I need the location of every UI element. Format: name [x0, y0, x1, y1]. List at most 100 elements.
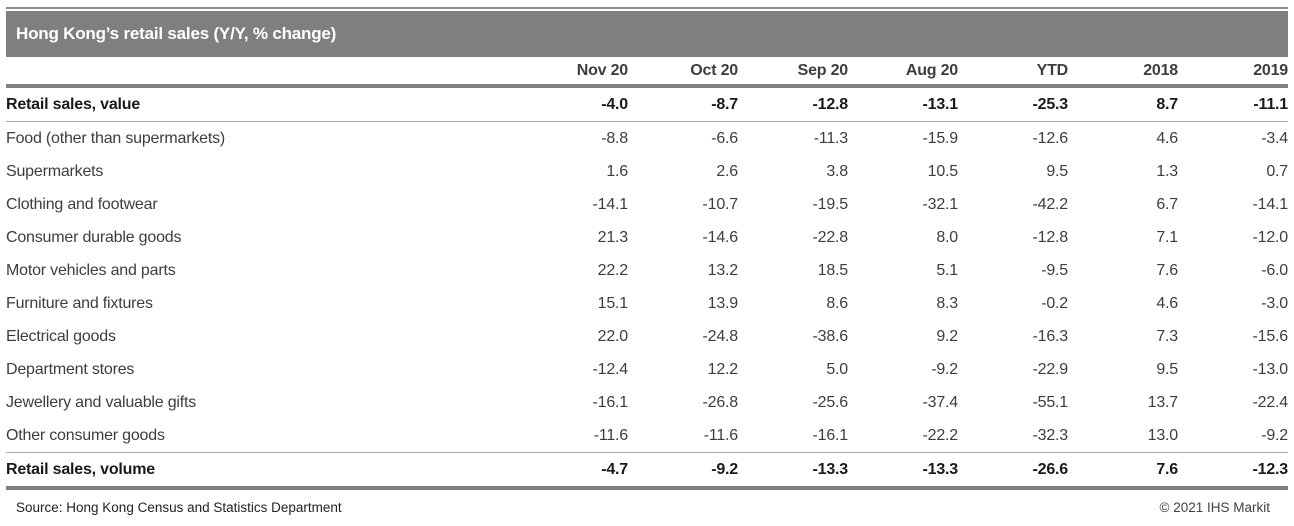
table-row: Other consumer goods -11.6 -11.6 -16.1 -22.2…: [6, 419, 1288, 453]
cell-value: 10.5: [927, 162, 958, 180]
table-title: Hong Kong’s retail sales (Y/Y, % change): [16, 24, 337, 43]
cell-value: -12.6: [1032, 129, 1068, 147]
cell-value: -8.7: [711, 95, 738, 113]
cell-value: 12.2: [707, 360, 738, 378]
cell-value: -11.3: [813, 129, 848, 147]
column-header-spacer: [6, 57, 518, 86]
cell-value: 5.1: [936, 261, 958, 279]
cell-value: -9.2: [711, 460, 738, 478]
cell-value: -3.4: [1261, 129, 1288, 147]
cell-value: -26.8: [702, 393, 738, 411]
cell-value: -15.9: [922, 129, 958, 147]
footer: Source: Hong Kong Census and Statistics …: [6, 500, 1288, 515]
cell-value: 4.6: [1156, 129, 1178, 147]
cell-value: 7.1: [1156, 228, 1178, 246]
cell-value: -13.1: [922, 95, 958, 113]
cell-value: -12.8: [812, 95, 848, 113]
row-label: Department stores: [6, 360, 135, 378]
cell-value: -9.5: [1041, 261, 1068, 279]
cell-value: -12.8: [1032, 228, 1068, 246]
cell-value: -26.6: [1032, 460, 1068, 478]
retail-sales-table: Nov 20 Oct 20 Sep 20 Aug 20 YTD 2018 2019 Reta…: [6, 57, 1288, 490]
cell-value: -12.3: [1252, 460, 1288, 478]
table-row: Food (other than supermarkets) -8.8 -6.6 -1…: [6, 122, 1288, 156]
cell-value: 21.3: [597, 228, 628, 246]
cell-value: -3.0: [1261, 294, 1288, 312]
column-header: 2018: [1143, 61, 1178, 79]
cell-value: 3.8: [826, 162, 848, 180]
cell-value: 15.1: [597, 294, 628, 312]
cell-value: -6.6: [711, 129, 738, 147]
cell-value: 13.2: [707, 261, 738, 279]
row-label: Other consumer goods: [6, 426, 165, 444]
table-row: Consumer durable goods 21.3 -14.6 -22.8 8.0 -…: [6, 221, 1288, 254]
cell-value: 22.2: [597, 261, 628, 279]
table-body: Retail sales, value -4.0 -8.7 -12.8 -13.1 -25…: [6, 86, 1288, 488]
cell-value: 9.5: [1046, 162, 1068, 180]
cell-value: -55.1: [1032, 393, 1068, 411]
cell-value: -0.2: [1041, 294, 1068, 312]
row-label: Motor vehicles and parts: [6, 261, 176, 279]
title-bar: Hong Kong’s retail sales (Y/Y, % change): [6, 11, 1288, 57]
cell-value: -16.1: [812, 426, 848, 444]
table-row: Clothing and footwear -14.1 -10.7 -19.5 -32.…: [6, 188, 1288, 221]
cell-value: 4.6: [1156, 294, 1178, 312]
column-header: Nov 20: [576, 61, 628, 79]
cell-value: -22.8: [812, 228, 848, 246]
cell-value: -22.9: [1032, 360, 1068, 378]
cell-value: 6.7: [1156, 195, 1178, 213]
cell-value: 1.6: [606, 162, 628, 180]
cell-value: 8.0: [936, 228, 958, 246]
source-text: Source: Hong Kong Census and Statistics …: [16, 500, 342, 515]
cell-value: -32.1: [922, 195, 958, 213]
cell-value: 8.3: [936, 294, 958, 312]
row-label: Retail sales, volume: [6, 460, 155, 478]
cell-value: -37.4: [922, 393, 958, 411]
cell-value: -42.2: [1032, 195, 1068, 213]
cell-value: 7.6: [1156, 460, 1178, 478]
cell-value: -4.0: [601, 95, 628, 113]
cell-value: 13.7: [1147, 393, 1178, 411]
table-row: Electrical goods 22.0 -24.8 -38.6 9.2 -16.3 7.…: [6, 320, 1288, 353]
cell-value: 7.6: [1156, 261, 1178, 279]
cell-value: -9.2: [1261, 426, 1288, 444]
cell-value: -11.6: [703, 426, 738, 444]
row-label: Jewellery and valuable gifts: [6, 393, 197, 411]
cell-value: -14.1: [592, 195, 628, 213]
cell-value: -16.1: [592, 393, 628, 411]
table-row: Furniture and fixtures 15.1 13.9 8.6 8.3 -0.2…: [6, 287, 1288, 320]
row-label: Retail sales, value: [6, 95, 141, 113]
row-label: Clothing and footwear: [6, 195, 158, 213]
cell-value: 0.7: [1266, 162, 1288, 180]
row-label: Consumer durable goods: [6, 228, 182, 246]
cell-value: -16.3: [1032, 327, 1068, 345]
cell-value: -24.8: [702, 327, 738, 345]
cell-value: -25.6: [812, 393, 848, 411]
cell-value: -22.4: [1252, 393, 1288, 411]
cell-value: -9.2: [931, 360, 958, 378]
cell-value: -13.3: [812, 460, 848, 478]
cell-value: 13.0: [1147, 426, 1178, 444]
table-row: Department stores -12.4 12.2 5.0 -9.2 -22.9 9.…: [6, 353, 1288, 386]
cell-value: 7.3: [1156, 327, 1178, 345]
cell-value: -22.2: [922, 426, 958, 444]
column-header: Sep 20: [797, 61, 848, 79]
cell-value: 8.7: [1156, 95, 1178, 113]
cell-value: -10.7: [702, 195, 738, 213]
cell-value: -14.6: [702, 228, 738, 246]
row-label: Food (other than supermarkets): [6, 129, 225, 147]
cell-value: -13.0: [1252, 360, 1288, 378]
cell-value: -12.4: [592, 360, 628, 378]
column-header: 2019: [1253, 61, 1288, 79]
cell-value: 9.5: [1156, 360, 1178, 378]
table-row: Motor vehicles and parts 22.2 13.2 18.5 5.1 -…: [6, 254, 1288, 287]
cell-value: -19.5: [812, 195, 848, 213]
cell-value: 1.3: [1156, 162, 1178, 180]
table-row: Retail sales, volume -4.7 -9.2 -13.3 -13.3 -2…: [6, 453, 1288, 488]
column-header: Oct 20: [690, 61, 738, 79]
row-label: Furniture and fixtures: [6, 294, 153, 312]
cell-value: 13.9: [707, 294, 738, 312]
cell-value: -6.0: [1261, 261, 1288, 279]
table-row: Supermarkets 1.6 2.6 3.8 10.5 9.5 1.3 0.7: [6, 155, 1288, 188]
